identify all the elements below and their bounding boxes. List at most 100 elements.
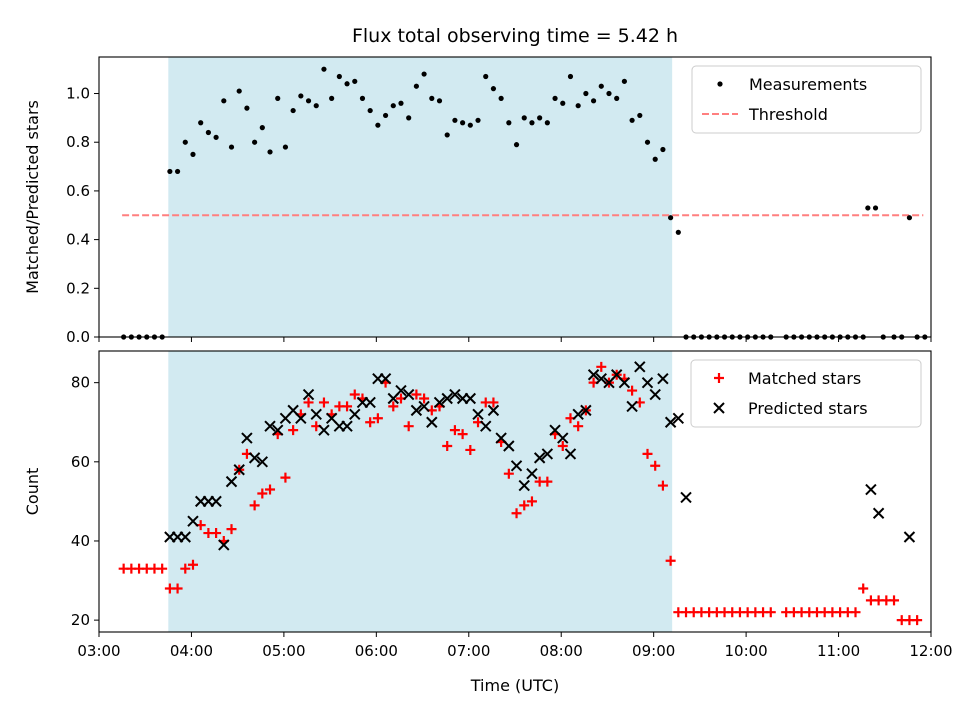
measurement-point <box>252 139 258 145</box>
measurement-point <box>865 205 871 211</box>
measurement-point <box>290 107 296 114</box>
predicted-point <box>225 475 238 488</box>
predicted-point <box>865 483 877 496</box>
y-axis-label: Count <box>23 468 42 516</box>
legend-box <box>690 359 922 428</box>
measurement-point <box>498 95 504 101</box>
legend-label: Predicted stars <box>748 399 868 418</box>
predicted-point <box>587 369 600 381</box>
predicted-point <box>395 384 407 397</box>
predicted-point <box>634 361 646 373</box>
series-matched-stars <box>118 361 923 626</box>
measurement-point <box>544 120 550 126</box>
measurement-point <box>906 215 913 221</box>
matched-point <box>765 607 776 618</box>
measurement-point <box>660 146 666 153</box>
measurement-point <box>336 73 342 80</box>
legend-label: Threshold <box>748 105 828 124</box>
matched-point <box>457 429 468 440</box>
x-tick-label: 07:00 <box>447 642 490 660</box>
measurement-point <box>436 98 443 104</box>
measurement-point <box>552 95 558 101</box>
matched-point <box>180 563 191 574</box>
measurement-point <box>236 88 242 94</box>
matched-point <box>488 397 499 408</box>
x-tick-label: 12:00 <box>909 642 952 660</box>
matched-point <box>419 393 430 404</box>
measurement-point <box>421 71 427 77</box>
predicted-point <box>349 408 361 421</box>
predicted-point <box>379 372 392 385</box>
measurement-point <box>590 98 597 104</box>
measurement-point <box>637 112 643 119</box>
predicted-point <box>187 515 199 527</box>
measurement-point <box>329 95 335 101</box>
matched-point <box>442 440 453 451</box>
matched-point <box>342 401 353 412</box>
measurement-point <box>567 73 574 80</box>
predicted-point <box>341 420 353 432</box>
predicted-point <box>402 388 415 401</box>
predicted-point <box>410 404 423 417</box>
matched-point <box>889 595 900 606</box>
x-tick-label: 03:00 <box>77 642 120 660</box>
matched-point <box>303 397 314 408</box>
measurement-point <box>244 105 250 111</box>
x-axis-label: Time (UTC) <box>470 676 559 695</box>
legend: Matched stars Predicted stars <box>690 359 922 428</box>
matched-point <box>187 559 198 570</box>
matched-point <box>850 607 861 618</box>
x-tick-label: 10:00 <box>724 642 767 660</box>
measurement-point <box>529 120 535 126</box>
measurement-point <box>367 107 373 114</box>
predicted-point <box>256 456 269 468</box>
measurement-point <box>560 100 566 106</box>
matched-point <box>858 583 869 594</box>
predicted-point <box>541 448 554 460</box>
measurement-point <box>606 90 612 97</box>
measurement-point <box>537 115 543 121</box>
matched-point <box>519 500 530 511</box>
count-panel: 03:00 04:00 05:00 06:00 07:00 08:00 09:00 10:00… <box>23 350 953 660</box>
measurement-point <box>652 156 658 162</box>
measurement-point <box>598 83 604 89</box>
matched-point <box>665 555 676 566</box>
predicted-point <box>233 464 245 476</box>
legend-predicted-marker <box>713 402 725 414</box>
observing-window-band <box>168 57 673 337</box>
measurement-point <box>406 115 412 121</box>
matched-point <box>573 421 584 432</box>
measurement-point <box>575 103 581 109</box>
predicted-point <box>310 408 322 421</box>
x-tick-label: 11:00 <box>817 642 860 660</box>
predicted-point <box>272 424 284 436</box>
predicted-point <box>526 467 538 480</box>
matched-point <box>257 488 268 499</box>
predicted-point <box>441 392 453 405</box>
plot-frame <box>98 350 932 633</box>
measurement-point <box>390 103 396 109</box>
figure-title: Flux total observing time = 5.42 h <box>352 25 678 47</box>
predicted-point <box>302 388 315 401</box>
measurement-point <box>475 117 481 123</box>
predicted-point <box>649 388 661 401</box>
predicted-point <box>664 416 677 428</box>
matched-point <box>226 524 237 535</box>
matched-point <box>365 417 376 428</box>
predicted-point <box>518 479 530 492</box>
measurement-point <box>675 229 681 235</box>
predicted-point <box>426 416 438 428</box>
predicted-point <box>433 396 446 409</box>
y-tick-label: 20 <box>71 611 90 629</box>
measurement-point <box>872 205 879 211</box>
measurement-point <box>213 134 219 140</box>
x-tick-label: 04:00 <box>170 642 213 660</box>
measurement-point <box>305 98 312 104</box>
matched-point <box>596 361 607 372</box>
predicted-point <box>595 372 607 385</box>
matched-point <box>503 468 514 479</box>
measurement-point <box>282 144 289 150</box>
matched-point <box>372 413 383 424</box>
predicted-point <box>872 507 885 519</box>
